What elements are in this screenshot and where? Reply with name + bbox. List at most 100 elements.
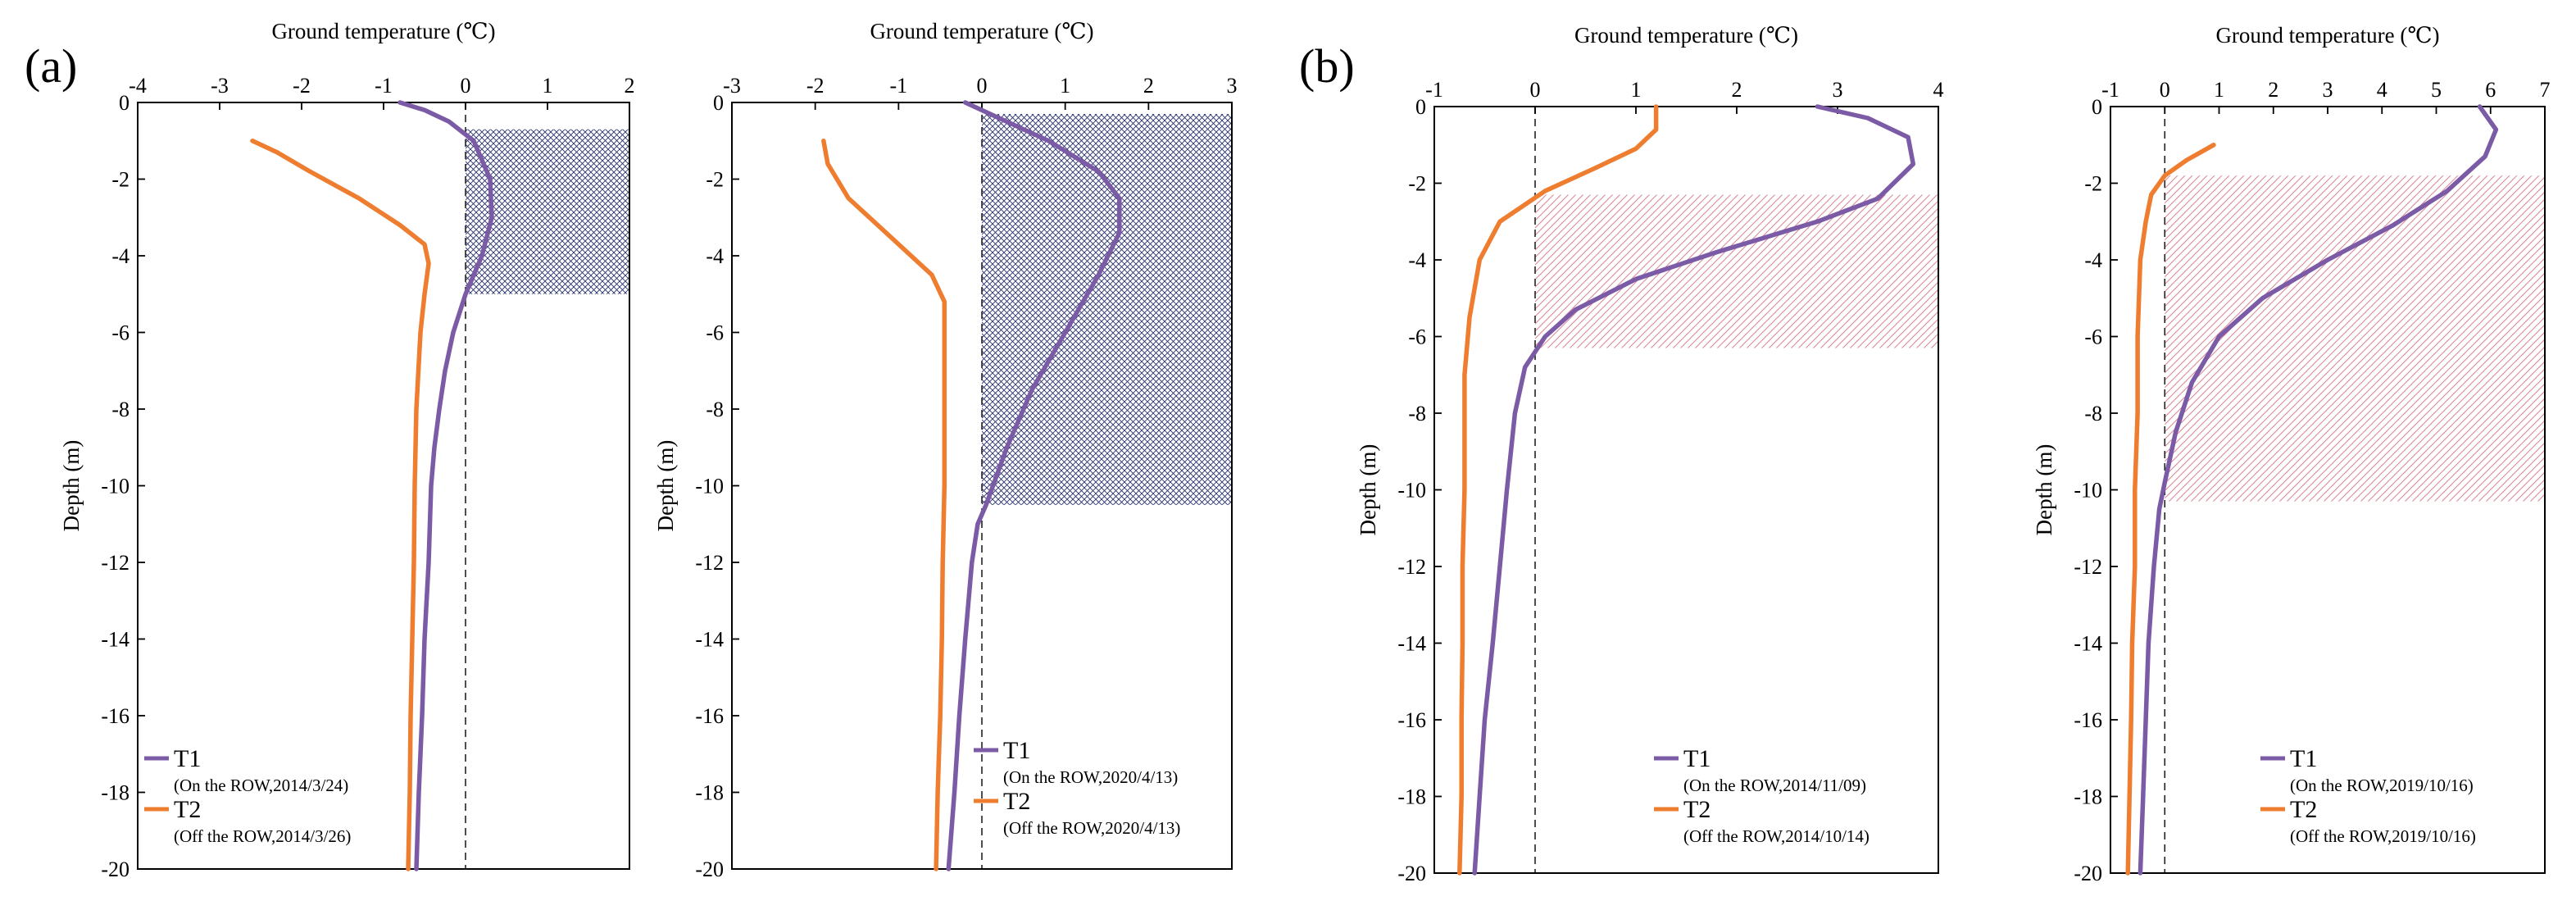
y-tick-label: -14 — [2074, 632, 2102, 656]
y-tick-label: -20 — [1397, 862, 1426, 885]
x-tick-label: 1 — [1060, 74, 1070, 98]
y-tick-label: -10 — [101, 475, 129, 498]
y-tick-label: -16 — [695, 704, 724, 728]
x-tick-label: -1 — [1425, 78, 1443, 102]
y-tick-label: -4 — [2084, 248, 2102, 272]
y-tick-label: -14 — [695, 628, 724, 652]
legend-name-t1: T1 — [1003, 737, 1030, 764]
y-tick-label: -2 — [706, 168, 724, 192]
legend-name-t2: T2 — [1003, 788, 1030, 815]
y-tick-label: -16 — [2074, 708, 2102, 732]
y-tick-label: -14 — [101, 628, 129, 652]
y-tick-label: -12 — [1397, 555, 1426, 579]
y-tick-label: -8 — [706, 398, 724, 421]
y-tick-label: 0 — [119, 91, 129, 115]
series-line-t1 — [946, 100, 1122, 871]
y-tick-label: -18 — [1397, 785, 1426, 809]
legend-name-t2: T2 — [174, 796, 201, 823]
x-axis-title: Ground temperature (℃) — [2215, 23, 2439, 48]
y-tick-label: -8 — [2084, 402, 2102, 425]
x-tick-label: 0 — [977, 74, 988, 98]
y-tick-label: -18 — [695, 781, 724, 805]
y-tick-label: -12 — [2074, 555, 2102, 579]
y-tick-label: 0 — [1415, 95, 1426, 119]
chart-a-right: -3 -2 -1 0 1 2 30-2-4-6-8-10-12-14-16-18-20Gro… — [653, 19, 1238, 881]
x-tick-label: -1 — [889, 74, 907, 98]
x-tick-label: 2 — [1732, 78, 1742, 102]
x-tick-label: 0 — [1530, 78, 1541, 102]
y-tick-label: -2 — [2084, 172, 2102, 196]
shaded-region — [2165, 175, 2545, 502]
panel-label-a-text: (a) — [25, 39, 77, 93]
chart-b-right: -1 0 1 2 3 4 5 6 70-2-4-6-8-10-12-14-16-18-20Gro… — [2032, 23, 2551, 885]
x-tick-label: 1 — [1631, 78, 1642, 102]
x-tick-label: 7 — [2540, 78, 2551, 102]
series-line-t2 — [821, 139, 947, 871]
series-line-t1 — [398, 100, 494, 871]
x-tick-label: 2 — [625, 74, 635, 98]
series-line-t1 — [2138, 104, 2499, 876]
legend-name-t1: T1 — [1683, 745, 1711, 772]
y-tick-label: -14 — [1397, 632, 1426, 656]
x-tick-label: 1 — [2214, 78, 2224, 102]
x-tick-label: -1 — [375, 74, 393, 98]
x-tick-label: 4 — [2377, 78, 2387, 102]
y-tick-label: -6 — [2084, 325, 2102, 349]
x-tick-label: 1 — [543, 74, 553, 98]
legend-label-t2: (Off the ROW,2020/4/13) — [1003, 818, 1180, 838]
y-tick-label: -18 — [2074, 785, 2102, 809]
y-tick-label: -8 — [1408, 402, 1426, 425]
series-line-t1 — [1472, 104, 1916, 876]
y-tick-label: -16 — [1397, 708, 1426, 732]
shaded-region — [982, 114, 1232, 505]
series-line-t2 — [250, 139, 431, 871]
chart-b-left: -1 0 1 2 3 40-2-4-6-8-10-12-14-16-18-20Ground… — [1356, 23, 1944, 885]
y-tick-label: -12 — [101, 551, 129, 575]
x-tick-label: 5 — [2431, 78, 2442, 102]
x-tick-label: 2 — [2268, 78, 2278, 102]
legend-name-t1: T1 — [2290, 745, 2317, 772]
x-tick-label: 3 — [1227, 74, 1238, 98]
legend-label-t1: (On the ROW,2014/3/24) — [174, 776, 348, 795]
y-tick-label: 0 — [2092, 95, 2102, 119]
x-axis-title: Ground temperature (℃) — [271, 19, 495, 43]
y-tick-label: -20 — [695, 858, 724, 881]
y-tick-label: -6 — [111, 321, 129, 345]
legend-label-t2: (Off the ROW,2014/3/26) — [174, 826, 351, 846]
y-axis-title: Depth (m) — [2032, 444, 2056, 536]
y-tick-label: -4 — [111, 244, 129, 268]
x-tick-label: 6 — [2485, 78, 2496, 102]
y-axis-title: Depth (m) — [1356, 444, 1380, 536]
y-tick-label: -2 — [1408, 172, 1426, 196]
panel-label-b-text: (b) — [1299, 39, 1355, 93]
y-tick-label: -6 — [1408, 325, 1426, 349]
y-tick-label: -10 — [695, 475, 724, 498]
legend-name-t1: T1 — [174, 745, 201, 772]
legend-name-t2: T2 — [2290, 796, 2317, 823]
chart-a-left: -4 -3 -2 -1 0 1 20-2-4-6-8-10-12-14-16-18-20Gr… — [59, 19, 635, 881]
legend-label-t1: (On the ROW,2014/11/09) — [1683, 776, 1866, 795]
x-tick-label: -1 — [2101, 78, 2119, 102]
x-tick-label: 4 — [1933, 78, 1944, 102]
series-line-t2 — [1457, 104, 1659, 876]
x-axis-title: Ground temperature (℃) — [870, 19, 1093, 43]
series-line-t2 — [2125, 143, 2216, 876]
x-tick-label: -3 — [723, 74, 741, 98]
legend-name-t2: T2 — [1683, 796, 1711, 823]
x-tick-label: -2 — [806, 74, 825, 98]
x-tick-label: -2 — [293, 74, 311, 98]
y-tick-label: -16 — [101, 704, 129, 728]
x-tick-label: 0 — [2160, 78, 2170, 102]
y-axis-title: Depth (m) — [59, 440, 84, 532]
y-tick-label: 0 — [713, 91, 724, 115]
x-tick-label: -4 — [129, 74, 147, 98]
y-tick-label: -2 — [111, 168, 129, 192]
y-tick-label: -18 — [101, 781, 129, 805]
y-tick-label: -8 — [111, 398, 129, 421]
legend-label-t2: (Off the ROW,2014/10/14) — [1683, 826, 1870, 846]
legend-label-t1: (On the ROW,2020/4/13) — [1003, 767, 1178, 787]
panel-label-b: (b) — [1299, 39, 1355, 93]
y-tick-label: -6 — [706, 321, 724, 345]
x-tick-label: 2 — [1143, 74, 1154, 98]
